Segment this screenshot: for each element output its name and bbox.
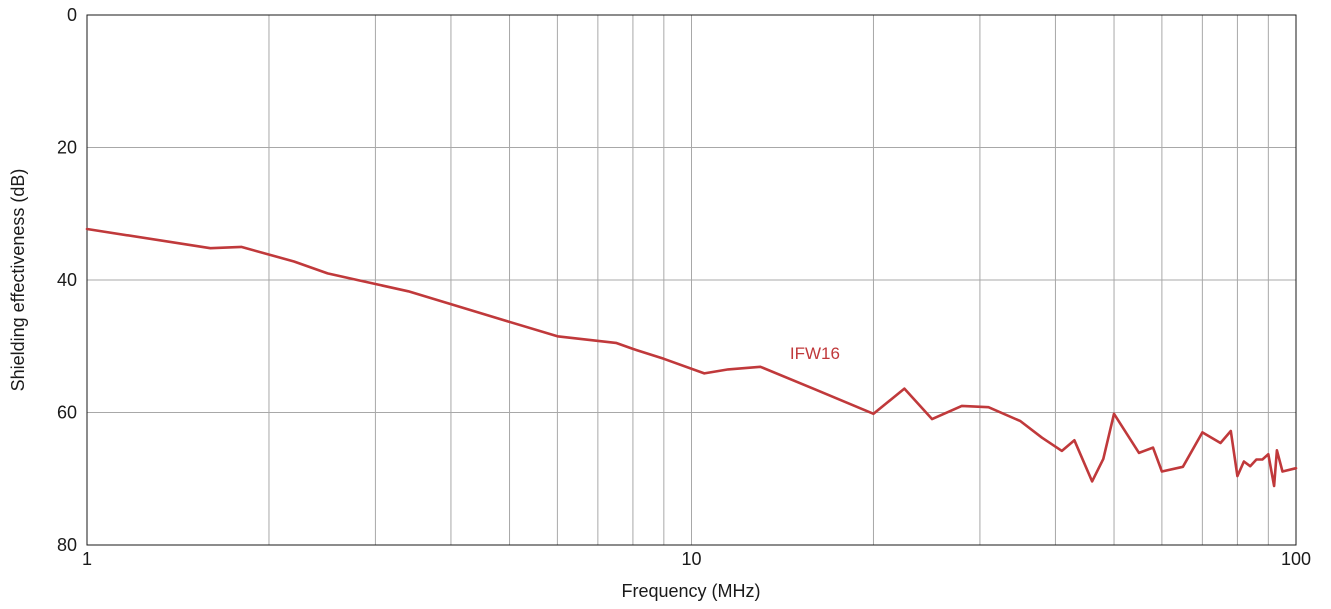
y-tick-label: 0 [67,5,77,25]
y-tick-label: 40 [57,270,77,290]
y-tick-label: 20 [57,138,77,158]
series-layer [85,227,1298,488]
y-tick-label: 60 [57,403,77,423]
tick-labels: 1 10 100 0 20 40 60 80 [57,5,1311,569]
x-tick-label: 10 [681,549,701,569]
y-axis-label: Shielding effectiveness (dB) [8,169,28,392]
series-label-ifw16: IFW16 [790,344,840,363]
x-tick-label: 1 [82,549,92,569]
x-tick-label: 100 [1281,549,1311,569]
y-tick-label: 80 [57,535,77,555]
plot-frame [86,14,1297,546]
series-line-ifw16 [85,227,1298,488]
grid-lines [87,15,1296,545]
x-axis-label: Frequency (MHz) [621,581,760,601]
